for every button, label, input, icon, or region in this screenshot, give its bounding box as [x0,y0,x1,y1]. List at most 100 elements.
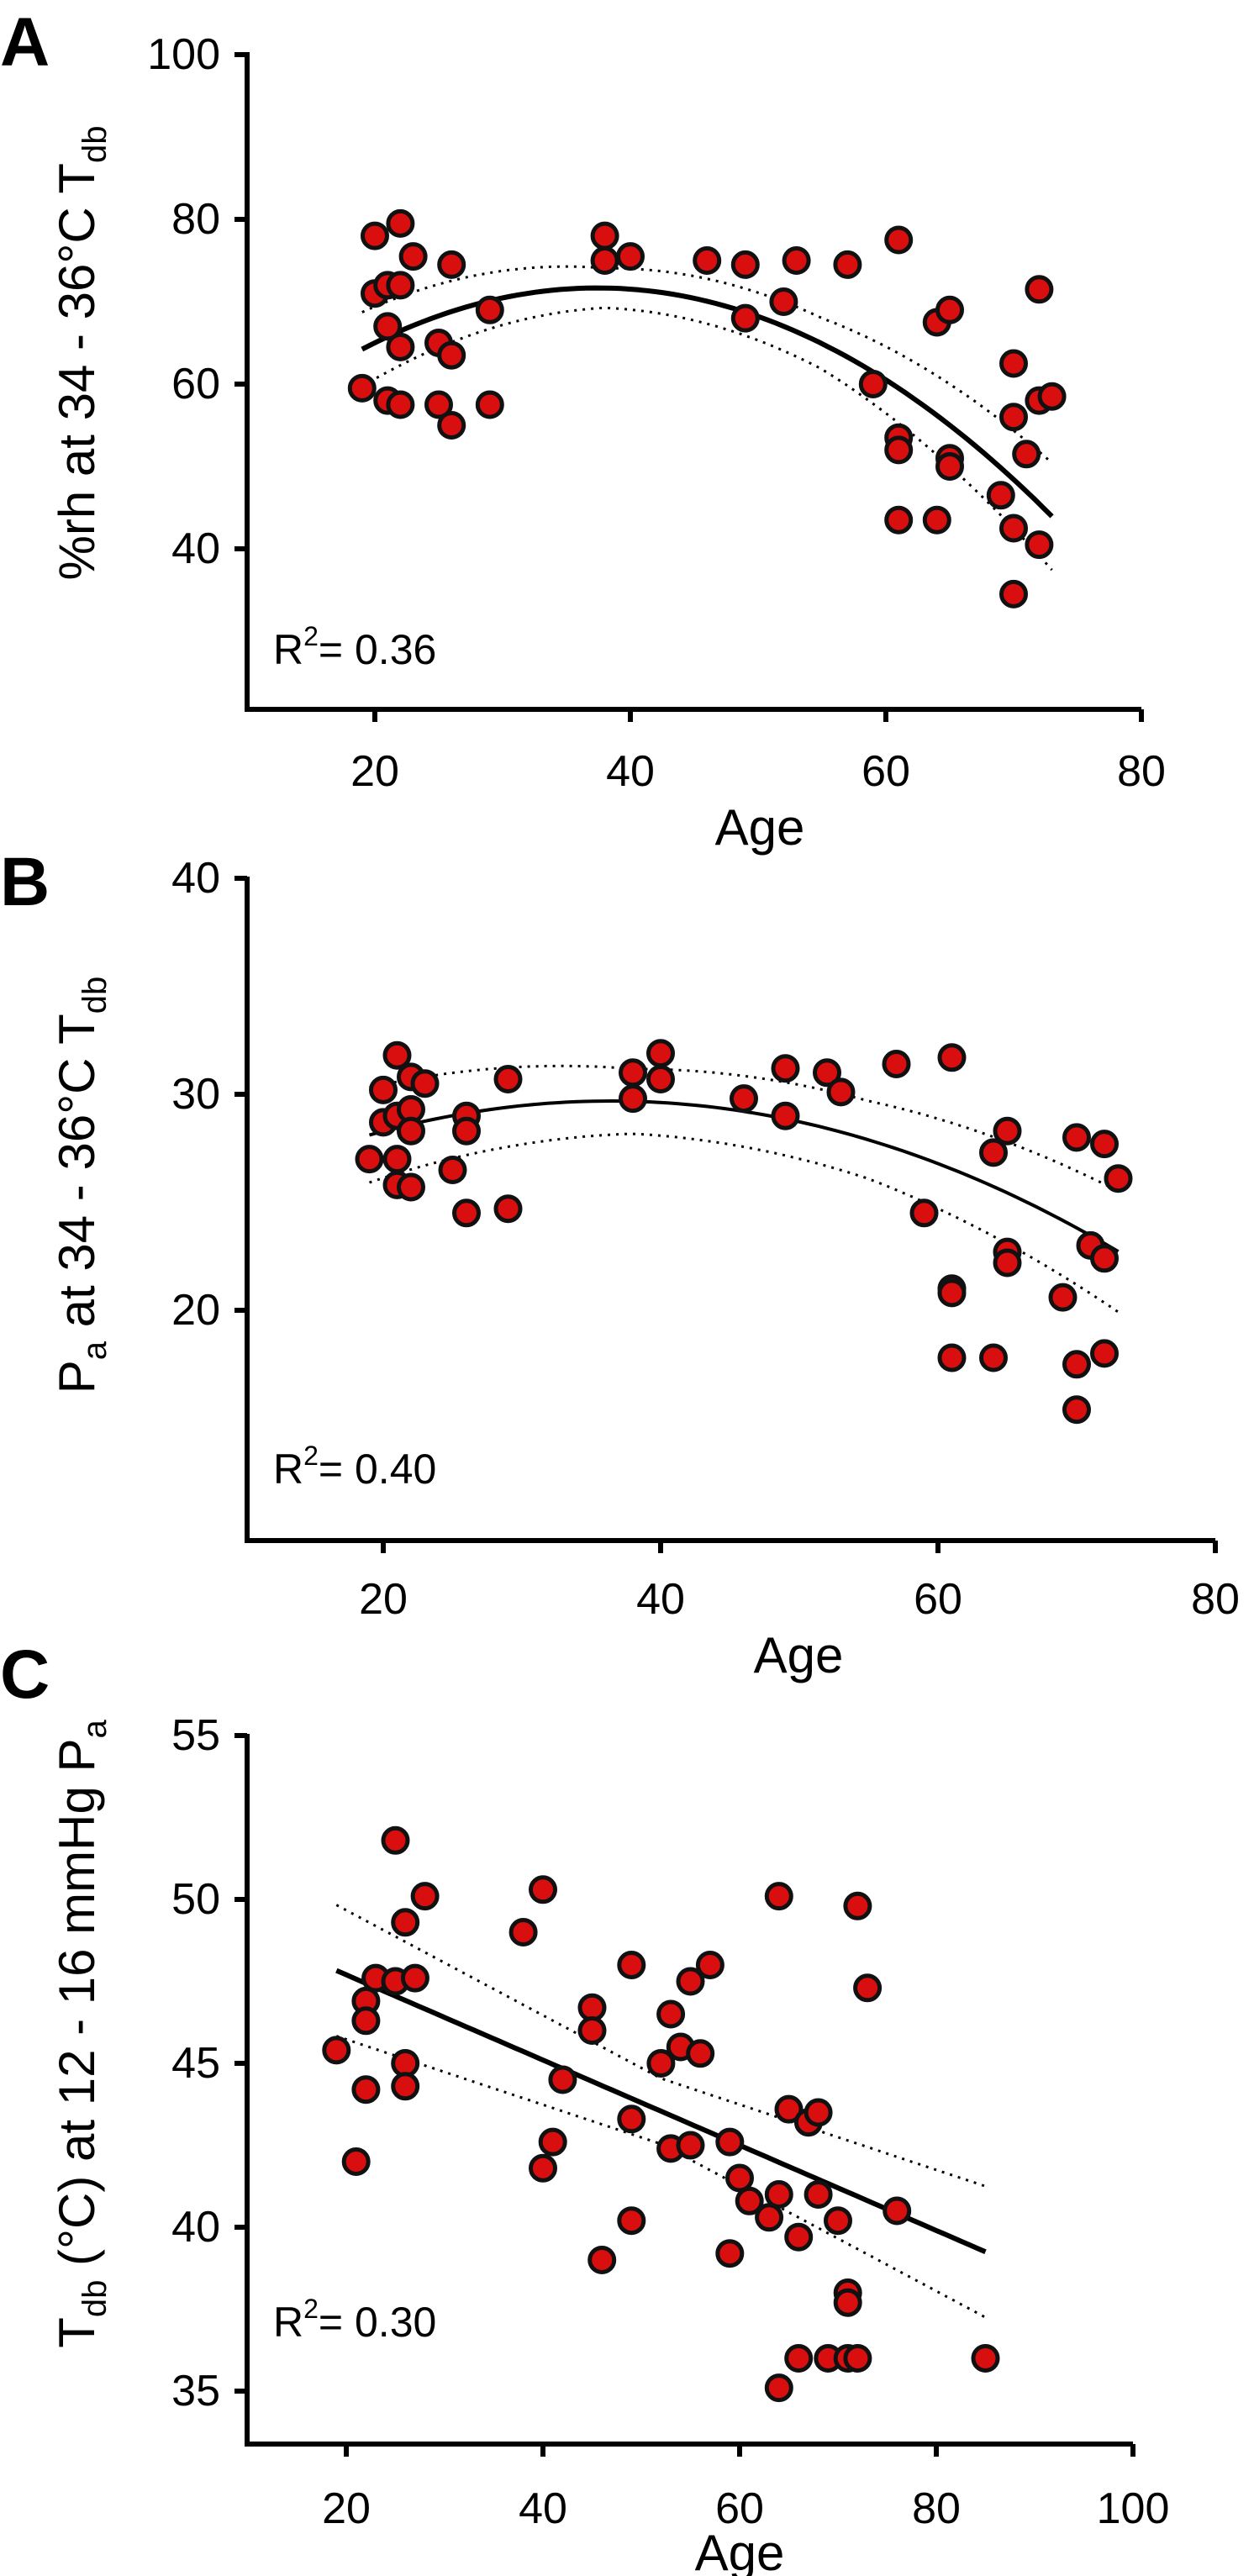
panel-c-data-point [587,2246,617,2274]
panel-c-data-point [391,2049,420,2078]
panel-b-data-point [813,1058,841,1088]
panel-c-data-point [322,2036,351,2065]
panel-c-r2-annotation: R2= 0.30 [273,2294,436,2346]
panel-c-data-point [824,2206,852,2236]
panel-b-data-point [1090,1244,1119,1273]
panel-a-data-point [437,250,466,279]
panel-b-data-point [452,1198,481,1228]
panel-b-data-point [619,1084,647,1114]
panel-b-data-point [937,1343,967,1372]
panel-c-data-point [764,2180,793,2209]
panel-b-data-point [382,1145,412,1174]
panel-b: B 40 30 20 20 40 60 80 Age Pa at 34 - 36… [0,844,1240,1683]
panel-b-data-point [771,1101,800,1130]
panel-b-y-axis-title: Pa at 34 - 36°C Tdb [49,977,113,1394]
panel-c-data-point [508,1918,538,1946]
panel-a-data-point [769,287,798,316]
panel-c-r2-base: R [273,2299,303,2346]
panel-a-ytick-40: 40 [171,524,220,573]
panel-b-ytick-30: 30 [171,1070,220,1119]
panel-a-data-point [386,390,415,419]
panel-b-data-point [730,1084,758,1114]
panel-c-data-point [577,2016,607,2045]
panel-a-xtick-40: 40 [606,747,655,796]
panel-b-data-point [382,1040,412,1070]
panel-a-data-point [475,390,504,419]
panel-a-data-point [922,505,951,535]
panel-b-r2-base: R [273,1446,303,1493]
panel-b-ylabel-sub: a [76,1341,113,1360]
panel-c-data-point [853,1973,883,2003]
panel-c-axes [245,1734,1133,2447]
panel-c-ytick-50: 50 [171,1875,220,1924]
panel-a-data-point [386,208,415,238]
panel-a-y-axis-title: %rh at 34 - 36°C Tdb [49,126,113,581]
panel-c-x-axis-title: Age [695,2525,785,2576]
panel-b-data-point [1090,1339,1119,1368]
panel-a-ytick-80: 80 [171,195,220,244]
panel-c-data-point [784,2344,814,2373]
panel-b-data-point [1062,1350,1091,1379]
panel-a-data-point [884,225,914,255]
panel-c-ylabel-sub: db [76,2280,113,2318]
panel-c-data-point [529,1875,557,1904]
panel-a-data-point [424,390,453,419]
panel-c-data-point [341,2147,371,2176]
panel-a-data-point [373,312,403,341]
panel-c-points [322,1825,1000,2403]
panel-c-data-point [804,2098,833,2127]
panel-b-data-point [937,1278,967,1308]
panel-c-ytick-40: 40 [171,2203,220,2252]
panel-c-letter: C [0,1636,50,1713]
panel-a-data-point [730,303,760,333]
panel-a-xtick-80: 80 [1117,747,1166,796]
panel-c-data-point [381,1825,410,1855]
panel-a-data-point [986,481,1015,510]
panel-b-data-point [397,1116,425,1146]
panel-a-data-point [999,349,1028,378]
panel-c-data-point [529,2153,557,2183]
panel-a-data-point [616,242,645,271]
panel-b-data-point [1062,1123,1091,1152]
panel-c-data-point [843,1891,872,1920]
panel-b-data-point [882,1050,911,1078]
panel-b-data-point [438,1156,467,1184]
panel-c-ytick-35: 35 [171,2367,220,2415]
panel-c-fit [335,1904,987,2319]
panel-c-xtick-80: 80 [912,2484,961,2533]
panel-a-data-point [730,250,760,279]
panel-c-data-point [676,2131,705,2160]
panel-c-xtick-60: 60 [715,2484,764,2533]
panel-a-data-point [935,452,964,481]
panel-c-ytick-45: 45 [171,2039,220,2088]
panel-c-data-point [617,1951,646,1979]
panel-b-xtick-60: 60 [914,1575,962,1624]
panel-b-data-point [993,1248,1022,1277]
panel-a-data-point [398,242,428,271]
panel-c-data-point [686,2039,715,2068]
panel-c-data-point [577,1993,607,2022]
panel-b-data-point [826,1077,856,1107]
panel-c-xtick-40: 40 [519,2484,567,2533]
panel-c-data-point [764,1882,793,1911]
panel-b-xtick-80: 80 [1191,1575,1240,1624]
panel-b-data-point [993,1116,1022,1146]
panel-b-data-point [1048,1283,1077,1312]
panel-c-data-point [391,2072,420,2101]
panel-c-data-point [715,2127,745,2157]
panel-b-data-point [493,1194,523,1224]
panel-c-data-point [804,2180,833,2209]
panel-b-xtick-40: 40 [636,1575,685,1624]
panel-a-data-point [437,340,466,370]
panel-b-data-point [646,1039,675,1068]
panel-a-ytick-100: 100 [147,30,220,79]
panel-a-ylabel-main: %rh at 34 - 36°C T [49,163,105,580]
panel-c-ci-lower [335,2035,987,2319]
panel-c-data-point [784,2222,814,2252]
panel-c-data-point [656,1999,686,2029]
panel-b-data-point [619,1058,647,1088]
panel-b-ylabel-main: P [49,1360,105,1393]
panel-a-data-point [782,246,811,275]
panel-b-data-point [410,1069,440,1098]
